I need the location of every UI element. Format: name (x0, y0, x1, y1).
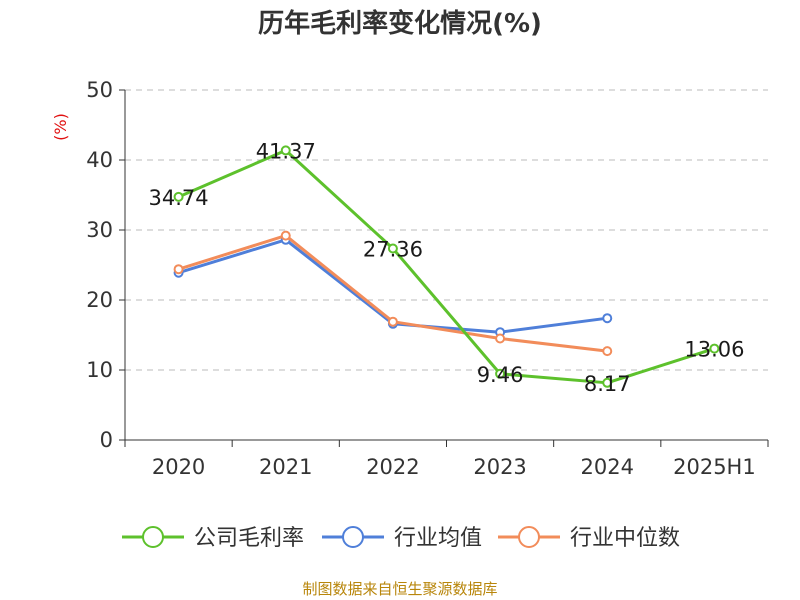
y-tick-label: 30 (86, 218, 113, 242)
legend-label: 行业中位数 (570, 526, 680, 551)
x-tick-label: 2022 (366, 455, 419, 479)
data-label: 34.74 (149, 186, 209, 210)
data-label: 9.46 (477, 363, 524, 387)
chart-title: 历年毛利率变化情况(%) (258, 8, 542, 39)
data-label: 8.17 (584, 372, 631, 396)
data-label: 13.06 (684, 338, 744, 362)
x-tick-label: 2024 (581, 455, 634, 479)
y-tick-label: 0 (100, 428, 113, 452)
axes: 0 10 20 30 40 50 2020 2021 2022 2023 2024 2025H1 (86, 78, 769, 479)
series-lines (173, 145, 720, 388)
legend-item: 行业中位数 (498, 526, 680, 551)
data-point (387, 243, 398, 254)
data-point (495, 368, 506, 379)
data-point (280, 145, 291, 156)
legend-item: 公司毛利率 (122, 526, 304, 551)
legend-marker (342, 526, 364, 548)
legend: 公司毛利率 行业均值 行业中位数 (122, 526, 680, 551)
y-tick-label: 20 (86, 288, 113, 312)
y-tick-label: 40 (86, 148, 113, 172)
x-tick-label: 2023 (473, 455, 526, 479)
data-point (173, 191, 184, 202)
legend-marker (142, 526, 164, 548)
legend-label: 行业均值 (394, 526, 482, 551)
data-point (280, 230, 291, 241)
legend-item: 行业均值 (322, 526, 482, 551)
data-point (602, 346, 613, 357)
y-tick-label: 50 (86, 78, 113, 102)
x-tick-label: 2020 (152, 455, 205, 479)
legend-marker (518, 526, 540, 548)
data-point (173, 264, 184, 275)
series-line (177, 148, 715, 385)
data-label: 27.36 (363, 237, 423, 261)
data-label: 41.37 (256, 139, 316, 163)
data-labels: 34.74 41.37 27.36 9.46 8.17 13.06 (149, 139, 745, 395)
data-point (602, 377, 613, 388)
y-axis-unit: (%) (51, 113, 70, 141)
grid-lines (125, 89, 768, 371)
data-point (387, 316, 398, 327)
data-point (495, 333, 506, 344)
legend-label: 公司毛利率 (194, 526, 304, 551)
data-point (709, 343, 720, 354)
x-tick-label: 2025H1 (673, 455, 756, 479)
data-point (602, 313, 613, 324)
y-tick-label: 10 (86, 358, 113, 382)
source-note: 制图数据来自恒生聚源数据库 (302, 580, 497, 598)
x-tick-label: 2021 (259, 455, 312, 479)
